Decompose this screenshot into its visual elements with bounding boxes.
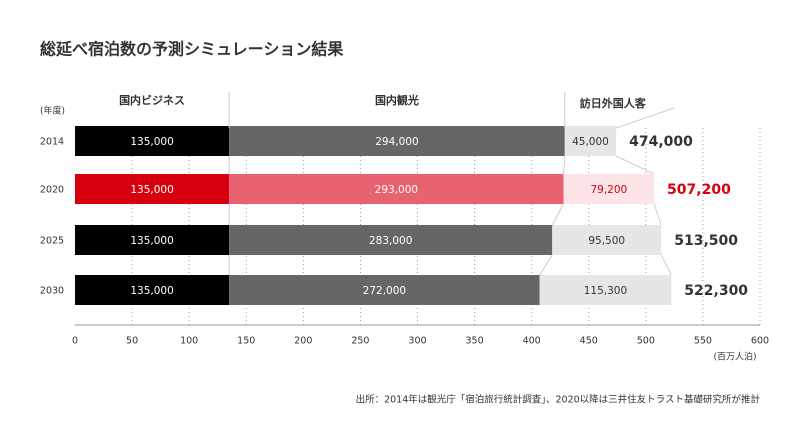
total-label: 522,300 — [684, 283, 748, 299]
bar-segment — [75, 174, 230, 204]
x-tick-label: 50 — [126, 336, 138, 347]
bar-segment — [229, 225, 553, 255]
connector — [660, 254, 672, 276]
bar-segment — [75, 126, 230, 156]
connector — [653, 203, 662, 226]
value-label: 283,000 — [369, 235, 412, 247]
series-header: 訪日外国人客 — [580, 96, 647, 110]
connector — [563, 155, 566, 175]
chart-title: 総延べ宿泊数の予測シミュレーション結果 — [40, 40, 343, 59]
y-tick-label: 2030 — [40, 286, 64, 297]
total-label: 474,000 — [629, 134, 693, 150]
value-label: 272,000 — [363, 285, 406, 297]
bar-segment — [75, 275, 230, 305]
category-axis-label: (年度) — [40, 105, 65, 117]
value-label: 115,300 — [584, 285, 627, 297]
x-tick-label: 600 — [751, 336, 769, 347]
bar-segment — [75, 225, 230, 255]
bar-segment — [229, 126, 565, 156]
bar-segment — [229, 275, 540, 305]
value-label: 135,000 — [130, 184, 173, 196]
value-label: 45,000 — [572, 136, 609, 148]
bar-segment — [564, 126, 617, 156]
x-tick-label: 300 — [408, 336, 426, 347]
connector — [615, 155, 655, 175]
x-tick-label: 0 — [72, 336, 78, 347]
x-tick-label: 450 — [580, 336, 598, 347]
y-tick-label: 2020 — [40, 185, 64, 196]
value-label: 135,000 — [130, 285, 173, 297]
x-tick-label: 250 — [351, 336, 369, 347]
series-header: 国内ビジネス — [119, 93, 185, 107]
y-tick-label: 2025 — [40, 236, 64, 247]
value-label: 294,000 — [375, 136, 418, 148]
value-label: 293,000 — [375, 184, 418, 196]
total-label: 507,200 — [667, 182, 731, 198]
header-separator — [615, 107, 675, 129]
x-tick-label: 550 — [694, 336, 712, 347]
bar-segment — [539, 275, 672, 305]
x-tick-label: 400 — [523, 336, 541, 347]
connector — [539, 254, 553, 276]
y-tick-label: 2014 — [40, 137, 64, 148]
x-tick-label: 350 — [466, 336, 484, 347]
value-label: 79,200 — [590, 184, 627, 196]
x-tick-label: 100 — [180, 336, 198, 347]
connector — [551, 203, 565, 226]
x-tick-label: 200 — [294, 336, 312, 347]
value-label: 95,500 — [588, 235, 625, 247]
source: 出所：2014年は観光庁「宿泊旅行統計調査」、2020以降は三井住友トラスト基礎… — [356, 394, 761, 406]
x-tick-label: 500 — [637, 336, 655, 347]
bar-segment — [229, 174, 564, 204]
x-tick-label: 150 — [237, 336, 255, 347]
value-label: 135,000 — [130, 136, 173, 148]
unit-label: (百万人泊) — [713, 352, 756, 363]
total-label: 513,500 — [674, 233, 738, 249]
value-label: 135,000 — [130, 235, 173, 247]
bar-segment — [563, 174, 655, 204]
series-header: 国内観光 — [375, 93, 419, 107]
bar-segment — [552, 225, 662, 255]
